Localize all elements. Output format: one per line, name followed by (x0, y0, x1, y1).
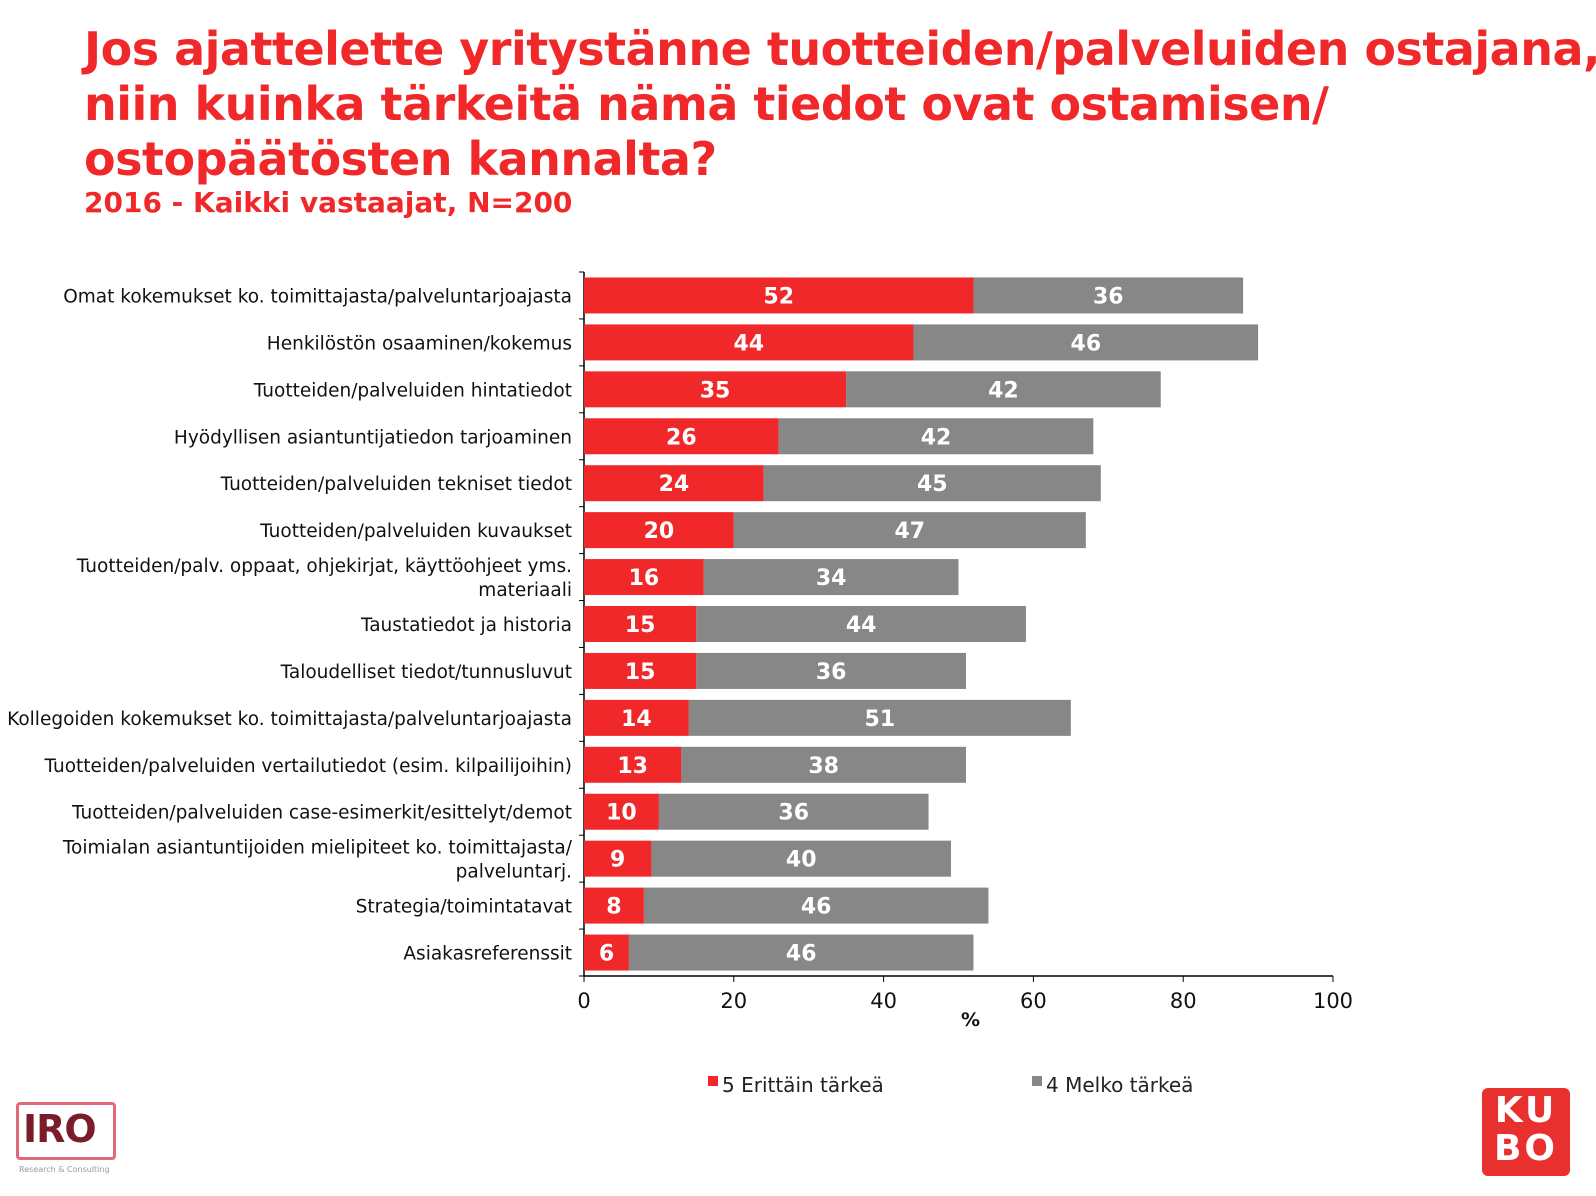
x-tick-label: 40 (870, 989, 897, 1013)
x-tick-label: 100 (1313, 989, 1353, 1013)
category-label: Tuotteiden/palveluiden tekniset tiedot (220, 474, 572, 495)
category-label: Asiakasreferenssit (403, 944, 572, 965)
iro-logo-text: IRO (23, 1107, 97, 1151)
data-label: 14 (621, 707, 652, 732)
chart-title-line-2: niin kuinka tärkeitä nämä tiedot ovat os… (84, 77, 1329, 131)
data-label: 8 (606, 895, 621, 920)
bar-very-important (584, 606, 697, 642)
data-label: 36 (778, 801, 809, 826)
iro-logo: IRO Research & Consulting (16, 1102, 116, 1174)
kubo-logo: KU BO (1482, 1088, 1570, 1176)
bar-fairly-important (973, 277, 1244, 314)
bar-fairly-important (658, 793, 929, 830)
bar-fairly-important (696, 606, 1026, 642)
category-label: Tuotteiden/palveluiden hintatiedot (253, 380, 572, 401)
x-tick-label: 60 (1020, 989, 1047, 1013)
bar-fairly-important (778, 418, 1094, 455)
bar-very-important (584, 793, 659, 830)
bar-very-important (584, 746, 682, 783)
data-label: 15 (625, 660, 656, 685)
category-label: Tuotteiden/palv. oppaat, ohjekirjat, käy… (76, 556, 572, 577)
bar-fairly-important (913, 324, 1259, 361)
data-label: 26 (666, 425, 697, 450)
data-label: 10 (606, 801, 637, 826)
bar-fairly-important (643, 887, 989, 924)
bar-very-important (584, 840, 652, 877)
data-label: 38 (808, 754, 839, 779)
bar-fairly-important (703, 559, 959, 596)
bar-fairly-important (688, 699, 1071, 736)
bar-fairly-important (696, 652, 966, 689)
category-label: Taloudelliset tiedot/tunnusluvut (280, 662, 572, 683)
category-label: Toimialan asiantuntijoiden mielipiteet k… (62, 838, 573, 859)
data-label: 15 (625, 613, 656, 638)
data-label: 45 (917, 472, 948, 497)
chart-title-line-3: ostopäätösten kannalta? (84, 132, 717, 186)
category-label: Hyödyllisen asiantuntijatiedon tarjoamin… (174, 427, 572, 448)
x-tick-label: 80 (1170, 989, 1197, 1013)
data-label: 40 (786, 848, 817, 873)
bar-fairly-important (733, 512, 1086, 549)
bar-fairly-important (681, 746, 966, 783)
data-label: 42 (921, 425, 952, 450)
data-label: 52 (763, 284, 794, 309)
bar-fairly-important (763, 465, 1101, 502)
data-label: 6 (599, 942, 614, 967)
data-label: 34 (816, 566, 847, 591)
data-label: 44 (733, 331, 764, 356)
category-label: Kollegoiden kokemukset ko. toimittajasta… (7, 709, 572, 730)
x-tick-label: 20 (720, 989, 747, 1013)
bar-very-important (584, 934, 629, 971)
category-label: Henkilöstön osaaminen/kokemus (267, 333, 572, 354)
data-label: 46 (1071, 331, 1102, 356)
bar-very-important (584, 371, 847, 408)
bar-fairly-important (651, 840, 952, 877)
bar-very-important (584, 887, 644, 924)
chart-title: Jos ajattelette yritystänne tuotteiden/p… (84, 22, 1596, 187)
data-label: 24 (659, 472, 690, 497)
kubo-logo-text: KU BO (1493, 1090, 1559, 1169)
category-label: palveluntarj. (456, 862, 572, 883)
iro-logo-subtext: Research & Consulting (19, 1165, 110, 1174)
category-label: Strategia/toimintatavat (356, 897, 572, 918)
bar-fairly-important (628, 934, 974, 971)
data-label: 47 (895, 519, 926, 544)
category-label: Tuotteiden/palveluiden vertailutiedot (e… (44, 756, 573, 777)
bar-fairly-important (846, 371, 1161, 408)
data-label: 36 (816, 660, 847, 685)
data-label: 51 (865, 707, 896, 732)
data-label: 42 (988, 378, 1019, 403)
x-axis-label: % (961, 1009, 980, 1031)
bar-very-important (584, 418, 779, 455)
bar-very-important (584, 324, 914, 361)
data-label: 13 (617, 754, 648, 779)
data-label: 46 (786, 942, 817, 967)
data-label: 20 (644, 519, 675, 544)
data-label: 36 (1093, 284, 1124, 309)
bar-very-important (584, 512, 734, 549)
data-label: 35 (700, 378, 731, 403)
chart-title-line-1: Jos ajattelette yritystänne tuotteiden/p… (84, 22, 1596, 76)
bar-very-important (584, 465, 764, 502)
data-label: 44 (846, 613, 877, 638)
category-label: Taustatiedot ja historia (360, 615, 572, 636)
category-label: Tuotteiden/palveluiden kuvaukset (259, 521, 572, 542)
bar-very-important (584, 699, 689, 736)
category-label: materiaali (478, 580, 572, 601)
bar-very-important (584, 652, 697, 689)
x-tick-label: 0 (577, 989, 590, 1013)
category-label: Tuotteiden/palveluiden case-esimerkit/es… (71, 803, 572, 824)
bar-very-important (584, 559, 704, 596)
bar-very-important (584, 277, 974, 314)
data-label: 46 (801, 895, 832, 920)
data-label: 16 (629, 566, 660, 591)
category-label: Omat kokemukset ko. toimittajasta/palvel… (63, 286, 572, 307)
chart-subtitle: 2016 - Kaikki vastaajat, N=200 (84, 186, 573, 219)
data-label: 9 (610, 848, 625, 873)
